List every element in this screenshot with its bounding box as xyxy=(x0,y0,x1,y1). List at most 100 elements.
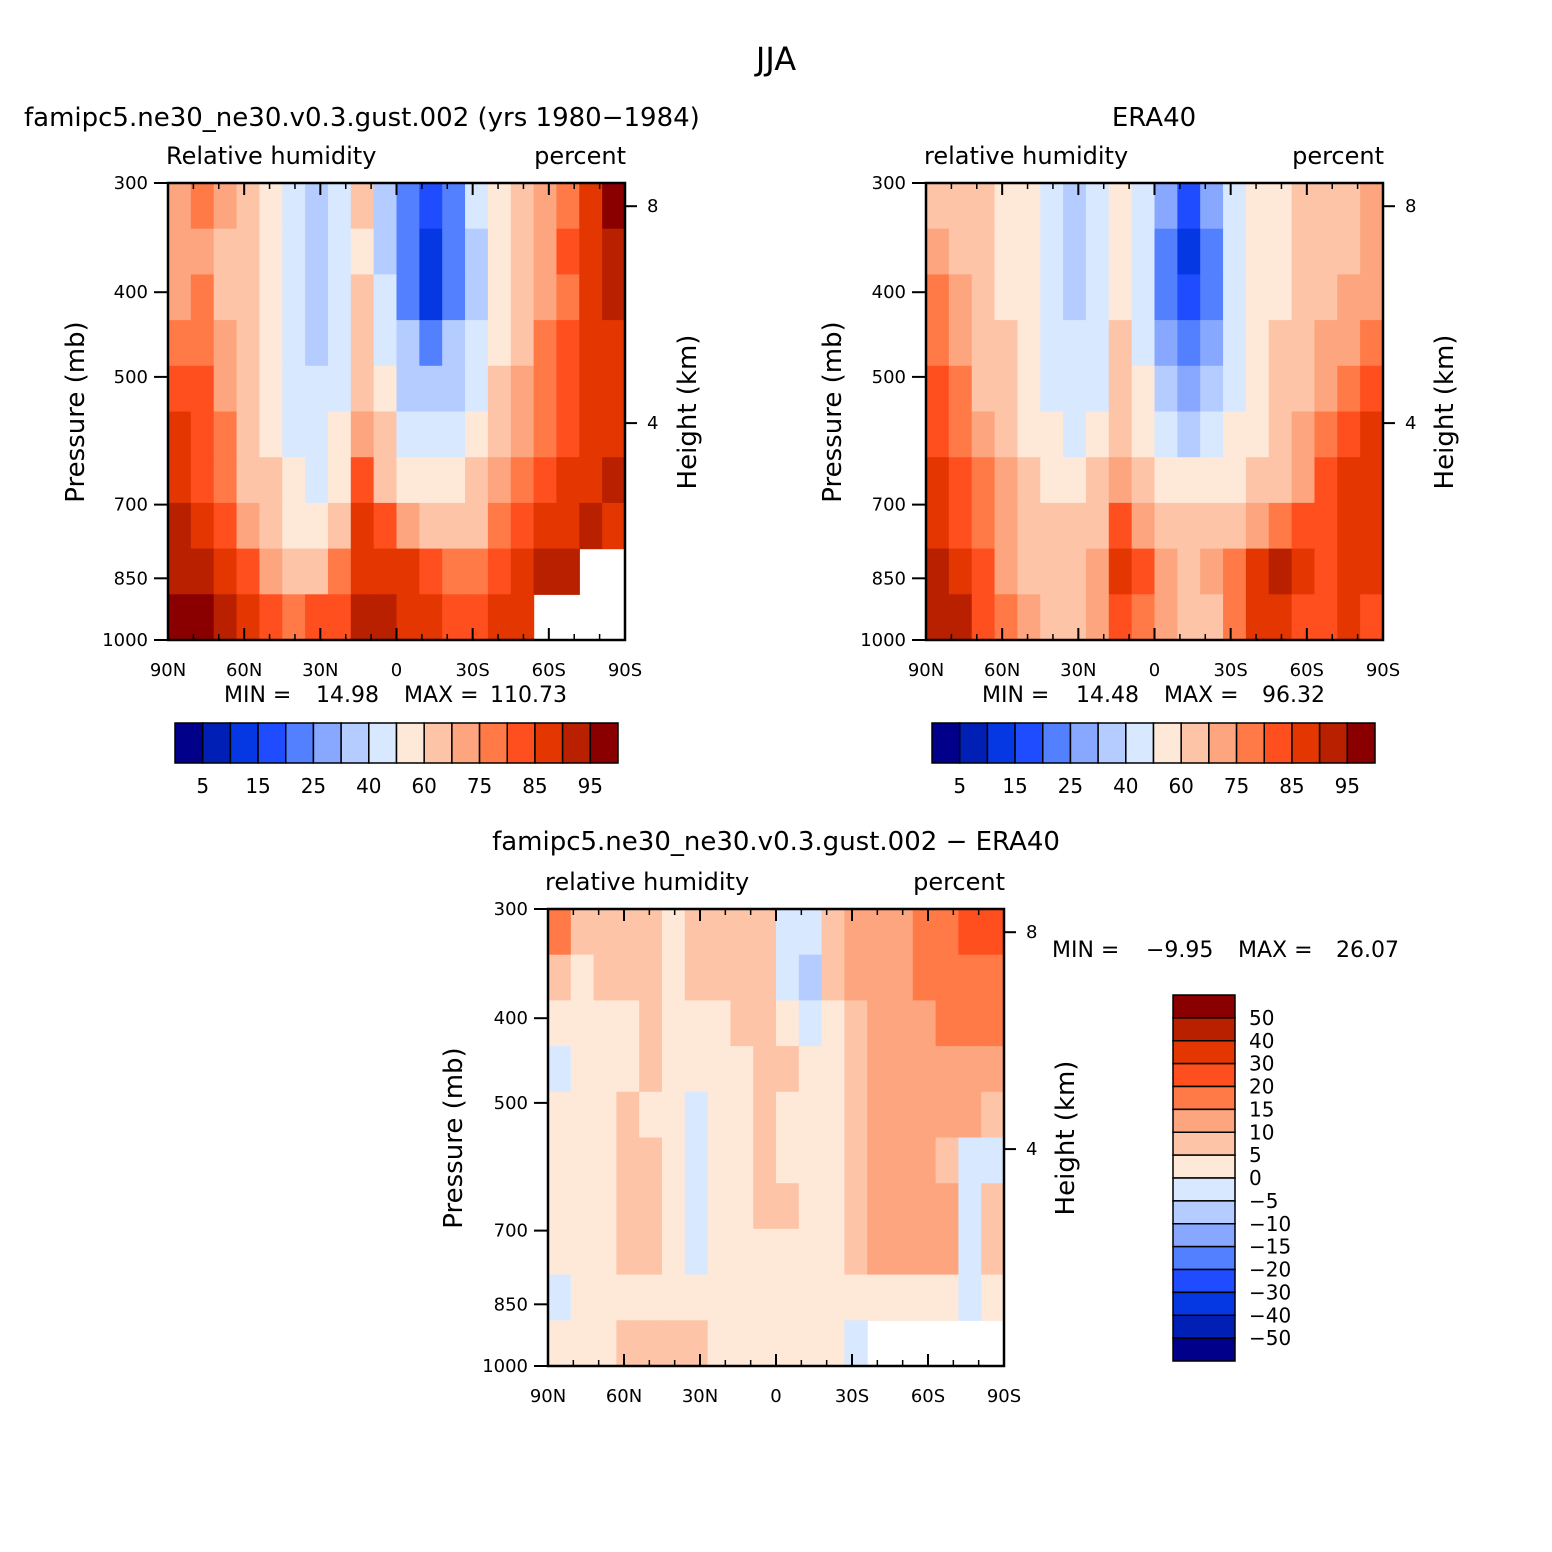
field-cell xyxy=(935,1228,959,1276)
field-cell xyxy=(1223,274,1247,321)
field-cell xyxy=(1360,502,1384,550)
field-cell xyxy=(282,274,306,321)
y-tick-label: 700 xyxy=(114,495,148,516)
field-cell xyxy=(730,1274,754,1321)
field-cell xyxy=(305,594,329,641)
field-cell xyxy=(593,1320,617,1367)
field-cell xyxy=(213,594,238,641)
field-cell xyxy=(487,411,512,458)
field-cell xyxy=(190,594,215,641)
field-cell xyxy=(662,1137,686,1184)
y-tick-label: 300 xyxy=(114,173,148,194)
field-cell xyxy=(305,320,329,367)
field-cell xyxy=(1063,411,1087,458)
field-cell xyxy=(1337,228,1361,275)
field-cell xyxy=(1085,320,1110,367)
field-cell xyxy=(639,1274,663,1321)
field-cell xyxy=(1063,594,1087,641)
field-cell xyxy=(419,411,443,458)
field-cell xyxy=(753,1046,777,1093)
field-cell xyxy=(639,1137,663,1184)
field-cell xyxy=(487,183,512,230)
field-cell xyxy=(593,1274,617,1321)
min-label: MIN = xyxy=(982,683,1049,708)
field-cell xyxy=(890,1046,914,1093)
colorbar-label: 0 xyxy=(1249,1166,1262,1190)
field-cell xyxy=(1040,183,1064,230)
field-cell xyxy=(958,1000,982,1047)
colorbar-swatch xyxy=(285,722,315,764)
field-cell xyxy=(935,954,959,1001)
field-cell xyxy=(579,274,603,321)
field-cell xyxy=(684,909,709,956)
field-cell xyxy=(844,1183,868,1230)
field-cell xyxy=(168,548,192,595)
field-cell xyxy=(1223,320,1247,367)
field-cell xyxy=(1131,320,1156,367)
field-cell xyxy=(821,1320,845,1367)
field-cell xyxy=(593,1183,617,1230)
field-cell xyxy=(1177,228,1201,275)
field-cell xyxy=(1360,365,1384,413)
field-cell xyxy=(753,1137,777,1184)
field-cell xyxy=(844,1091,868,1139)
field-cell xyxy=(821,1000,845,1047)
field-cell xyxy=(994,365,1018,413)
field-cell xyxy=(1223,411,1247,458)
field-cell xyxy=(327,183,352,230)
field-cell xyxy=(867,1183,891,1230)
colorbar-swatch xyxy=(1172,1245,1236,1271)
field-cell xyxy=(971,274,996,321)
colorbar-label: 15 xyxy=(1249,1097,1274,1121)
field-cell xyxy=(1040,457,1064,504)
field-cell xyxy=(487,594,512,641)
field-cell xyxy=(396,183,420,230)
colorbar-obs: 5 15 25 40 60 75 85 95 xyxy=(931,722,1376,798)
field-cell xyxy=(958,1274,982,1321)
y-tick-label: 850 xyxy=(494,1294,528,1315)
field-cell xyxy=(442,594,466,641)
field-cell xyxy=(579,457,603,504)
field-cell xyxy=(1040,411,1064,458)
field-cell xyxy=(1314,365,1338,413)
field-cell xyxy=(948,183,973,230)
field-cell xyxy=(798,1183,823,1230)
field-cell xyxy=(912,954,937,1001)
field-cell xyxy=(168,183,192,230)
field-cell xyxy=(1291,183,1316,230)
field-cell xyxy=(419,457,443,504)
field-cell xyxy=(1223,594,1247,641)
field-cell xyxy=(570,1137,595,1184)
field-cell xyxy=(890,1228,914,1276)
colorbar-swatch xyxy=(986,722,1016,764)
field-cell xyxy=(510,183,535,230)
y-axis-title: Pressure (mb) xyxy=(439,1047,469,1228)
max-value: 96.32 xyxy=(1262,683,1325,708)
field-cell xyxy=(548,1320,572,1367)
x-tick-label: 90S xyxy=(1366,660,1400,681)
field-cell xyxy=(1268,594,1293,641)
field-cell xyxy=(821,1228,845,1276)
left-label: Relative humidity xyxy=(166,142,376,170)
field-cell xyxy=(662,1228,686,1276)
field-cell xyxy=(419,274,443,321)
panel-diff: famipc5.ne30_ne30.v0.3.gust.002 − ERA40 … xyxy=(439,827,1399,1407)
field-cell xyxy=(821,909,845,956)
field-cell xyxy=(730,954,754,1001)
x-tick-label: 60N xyxy=(606,1386,642,1407)
min-value: 14.98 xyxy=(316,683,379,708)
colorbar-swatch xyxy=(1172,1040,1236,1065)
field-cell xyxy=(821,1183,845,1230)
field-cell xyxy=(1268,320,1293,367)
field-cell xyxy=(926,411,950,458)
field-cell xyxy=(419,320,443,367)
field-cell xyxy=(327,320,352,367)
field-cell xyxy=(1063,502,1087,550)
field-cell xyxy=(442,411,466,458)
colorbar-label: −30 xyxy=(1249,1280,1291,1304)
field-cell xyxy=(1268,228,1293,275)
field-cell xyxy=(684,1320,709,1367)
field-cell xyxy=(1245,457,1270,504)
field-cell xyxy=(327,502,352,550)
colorbar-label: 50 xyxy=(1249,1006,1274,1030)
